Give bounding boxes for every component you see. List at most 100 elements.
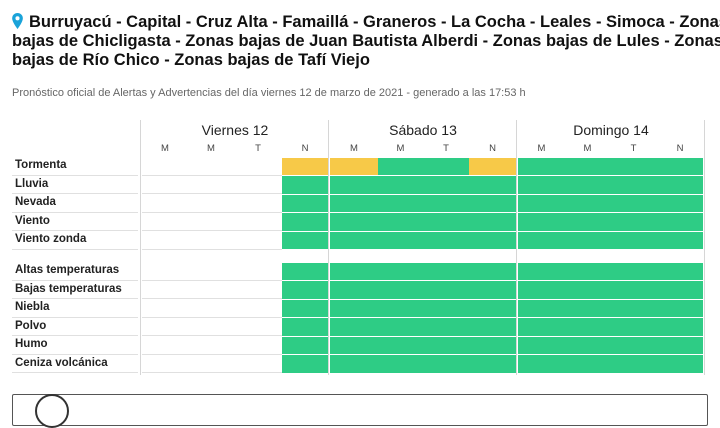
alert-cell xyxy=(378,262,423,280)
row-separator xyxy=(142,174,188,176)
time-slot-label: N xyxy=(676,143,684,154)
alert-cell xyxy=(282,157,328,175)
row-label: Niebla xyxy=(15,301,50,313)
row-separator xyxy=(12,335,138,336)
alert-cell xyxy=(565,157,610,175)
row-separator xyxy=(234,316,282,318)
title-line-3: bajas de Río Chico - Zonas bajas de Tafí… xyxy=(12,51,370,69)
alert-cell xyxy=(378,355,423,373)
legend-icon xyxy=(35,394,69,428)
alert-cell xyxy=(378,157,423,175)
alert-cell xyxy=(657,299,703,317)
day-header: Sábado 13 xyxy=(389,122,457,138)
alert-cell xyxy=(378,336,423,354)
page-title: Burruyacú - Capital - Cruz Alta - Famail… xyxy=(12,13,720,70)
row-separator xyxy=(234,335,282,336)
alert-cell xyxy=(657,262,703,280)
alert-cell xyxy=(657,176,703,194)
alert-cell xyxy=(469,299,516,317)
row-separator xyxy=(142,230,188,231)
row-label: Viento zonda xyxy=(15,233,87,245)
row-separator xyxy=(188,316,234,318)
alert-cell xyxy=(565,213,610,231)
row-separator xyxy=(188,211,234,213)
row-label: Nevada xyxy=(15,196,56,208)
title-line-1: Burruyacú - Capital - Cruz Alta - Famail… xyxy=(29,13,720,31)
day-separator xyxy=(516,120,517,375)
alert-cell xyxy=(518,231,565,249)
alert-cell xyxy=(378,299,423,317)
alert-cell xyxy=(330,176,378,194)
alert-cell xyxy=(610,262,657,280)
alert-cell xyxy=(378,281,423,299)
row-separator xyxy=(188,193,234,194)
alert-cell xyxy=(610,318,657,336)
alert-cell xyxy=(657,157,703,175)
row-separator xyxy=(12,298,138,299)
row-separator xyxy=(234,193,282,194)
title-line-2: bajas de Chicligasta - Zonas bajas de Ju… xyxy=(12,32,720,50)
alert-grid: Viernes 12 M M T N Sábado 13 M M T N Domingo 14 M M T… xyxy=(12,120,705,375)
alert-cell xyxy=(565,231,610,249)
alert-cell xyxy=(423,299,469,317)
alert-cell xyxy=(565,318,610,336)
alert-cell xyxy=(423,194,469,212)
alert-cell xyxy=(518,157,565,175)
alert-cell xyxy=(610,231,657,249)
row-separator xyxy=(12,248,138,250)
row-separator xyxy=(142,193,188,194)
row-separator xyxy=(188,372,234,373)
alert-cell xyxy=(282,213,328,231)
day-header: Domingo 14 xyxy=(573,122,649,138)
row-separator xyxy=(188,279,234,281)
alert-cell xyxy=(610,355,657,373)
row-separator xyxy=(188,353,234,355)
alert-cell xyxy=(469,213,516,231)
alert-cell xyxy=(518,318,565,336)
time-slot-label: M xyxy=(350,143,358,154)
time-slot-label: M xyxy=(161,143,169,154)
alert-cell xyxy=(282,299,328,317)
alert-cell xyxy=(469,318,516,336)
alert-cell xyxy=(282,336,328,354)
alert-cell xyxy=(657,194,703,212)
time-slot-label: M xyxy=(396,143,405,154)
alert-cell xyxy=(518,281,565,299)
alert-cell xyxy=(423,157,469,175)
alert-cell xyxy=(423,336,469,354)
alert-cell xyxy=(330,213,378,231)
alert-cell xyxy=(330,157,378,175)
alert-cell xyxy=(282,355,328,373)
row-label: Tormenta xyxy=(15,159,67,171)
alert-cell xyxy=(330,336,378,354)
alert-cell xyxy=(282,176,328,194)
day-separator xyxy=(140,120,141,375)
alert-cell xyxy=(657,281,703,299)
row-separator xyxy=(188,174,234,176)
alert-cell xyxy=(657,318,703,336)
day-separator xyxy=(328,120,329,375)
alert-cell xyxy=(518,213,565,231)
row-separator xyxy=(234,279,282,281)
legend-panel xyxy=(12,394,708,428)
alert-cell xyxy=(282,194,328,212)
alert-cell xyxy=(518,299,565,317)
row-separator xyxy=(188,335,234,336)
alert-cell xyxy=(330,281,378,299)
alert-cell xyxy=(565,194,610,212)
alert-cell xyxy=(565,176,610,194)
alert-cell xyxy=(330,194,378,212)
alert-cell xyxy=(378,213,423,231)
alert-cell xyxy=(330,318,378,336)
day-header: Viernes 12 xyxy=(201,122,269,138)
alert-cell xyxy=(610,336,657,354)
row-label: Lluvia xyxy=(15,177,49,190)
alert-cell xyxy=(423,231,469,249)
alert-cell xyxy=(610,194,657,212)
row-separator xyxy=(234,353,282,355)
alert-cell xyxy=(423,355,469,373)
row-separator xyxy=(142,353,188,355)
row-separator xyxy=(188,248,234,250)
row-separator xyxy=(188,298,234,299)
row-separator xyxy=(234,230,282,231)
